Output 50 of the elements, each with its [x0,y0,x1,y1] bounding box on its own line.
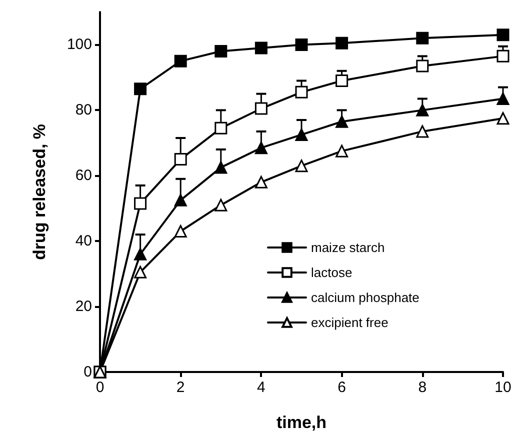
point [295,38,308,51]
point [336,144,348,158]
x-tick-label: 0 [96,379,104,396]
point [496,112,510,125]
point [134,266,147,278]
y-tick-label: 0 [84,364,92,380]
point [416,32,429,44]
point [174,194,187,206]
legend-label: maize starch [311,240,385,255]
y-tick-label: 60 [75,167,92,184]
y-tick-label: 100 [66,36,92,54]
point [134,197,147,210]
point [496,92,510,105]
legend-label: excipient free [311,315,388,330]
point [416,125,429,138]
point [214,122,228,134]
point [336,74,348,87]
x-tick-label: 2 [176,379,185,396]
x-tick-label: 6 [338,379,346,396]
point [214,198,228,212]
point [254,42,268,54]
point [174,153,187,166]
point [174,54,187,68]
point [214,45,228,58]
point [416,104,429,116]
point [254,176,268,188]
point [416,60,429,72]
y-tick-label: 40 [75,232,92,250]
x-tick-label: 8 [418,379,427,396]
point [254,102,268,115]
point [496,50,510,62]
x-axis-title: time,h [276,413,327,432]
point [134,248,147,260]
y-axis-title: drug released, % [30,124,49,260]
x-tick-label: 10 [494,379,512,396]
point [295,160,308,172]
legend-label: lactose [311,265,352,280]
point [174,225,187,238]
point [214,161,228,174]
point [295,128,308,141]
y-tick-label: 20 [75,298,92,316]
y-tick-label: 80 [75,102,92,119]
x-tick-label: 4 [257,379,266,396]
point [134,82,147,96]
point [295,86,308,98]
point [336,115,348,128]
point [254,142,268,154]
point [496,28,510,42]
point [336,36,348,50]
legend-label: calcium phosphate [311,290,420,305]
